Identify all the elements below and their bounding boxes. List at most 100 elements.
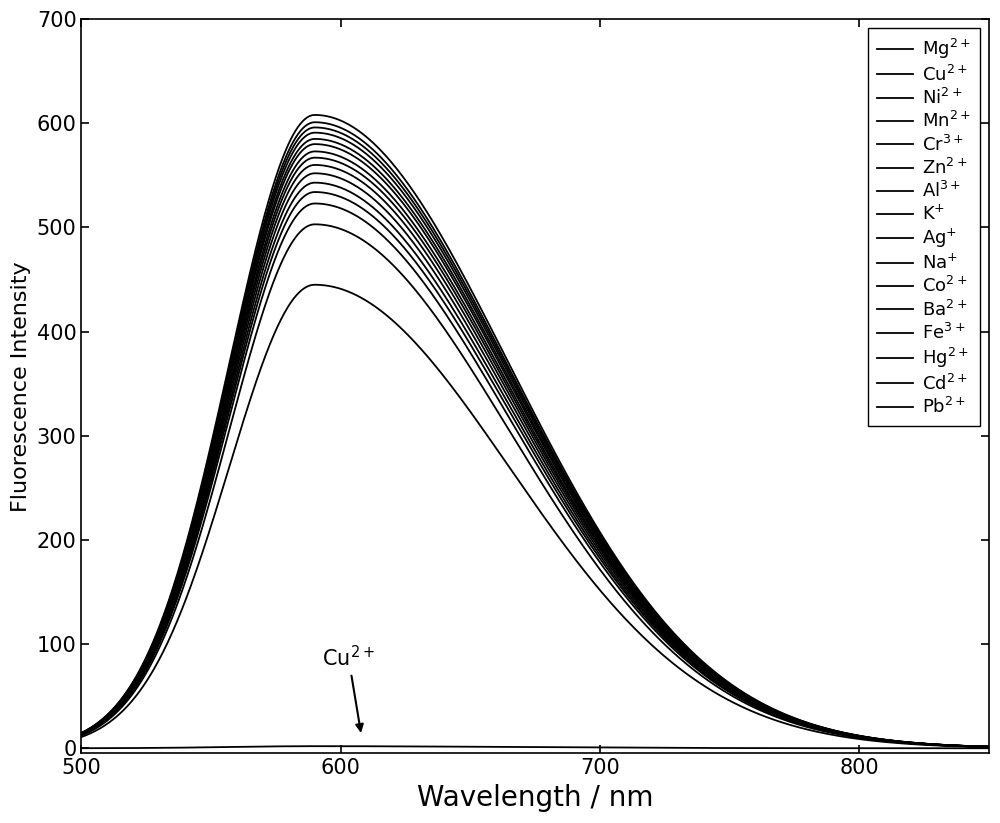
X-axis label: Wavelength / nm: Wavelength / nm [417, 783, 653, 811]
Cu$^{2+}$ [996, 743, 1000, 753]
Fe$^{3+}$ [75, 730, 87, 740]
Ni$^{2+}$ [635, 590, 647, 600]
Cu$^{2+}$ [775, 743, 787, 753]
Cr$^{3+}$ [996, 742, 1000, 752]
Line: Fe$^{3+}$: Fe$^{3+}$ [81, 192, 1000, 747]
Pb$^{2+}$ [132, 689, 144, 699]
Line: Cu$^{2+}$: Cu$^{2+}$ [81, 746, 1000, 748]
Al$^{3+}$ [635, 596, 647, 606]
Na$^{+}$ [775, 710, 787, 720]
Fe$^{3+}$ [635, 607, 647, 617]
Cd$^{2+}$ [869, 735, 881, 745]
Line: K$^{+}$: K$^{+}$ [81, 151, 1000, 747]
Na$^{+}$ [309, 160, 321, 170]
Mn$^{2+}$ [75, 728, 87, 738]
Hg$^{2+}$ [869, 735, 881, 745]
Co$^{2+}$ [663, 634, 675, 644]
Text: Cu$^{2+}$: Cu$^{2+}$ [322, 645, 375, 731]
Mn$^{2+}$ [996, 742, 1000, 752]
Cr$^{3+}$ [775, 709, 787, 718]
Ag$^{+}$ [996, 742, 1000, 752]
Ag$^{+}$ [663, 631, 675, 641]
Mg$^{2+}$ [663, 623, 675, 633]
Pb$^{2+}$ [663, 655, 675, 665]
Zn$^{2+}$ [75, 728, 87, 738]
Na$^{+}$ [635, 601, 647, 611]
Pb$^{2+}$ [996, 742, 1000, 752]
Cd$^{2+}$ [75, 731, 87, 741]
Hg$^{2+}$ [309, 198, 321, 208]
Al$^{3+}$ [75, 728, 87, 738]
Na$^{+}$ [611, 570, 623, 579]
Cu$^{2+}$ [75, 743, 87, 753]
Na$^{+}$ [75, 729, 87, 739]
Line: Mn$^{2+}$: Mn$^{2+}$ [81, 128, 1000, 747]
Line: Na$^{+}$: Na$^{+}$ [81, 165, 1000, 747]
Cu$^{2+}$ [611, 742, 623, 752]
Legend: Mg$^{2+}$, Cu$^{2+}$, Ni$^{2+}$, Mn$^{2+}$, Cr$^{3+}$, Zn$^{2+}$, Al$^{3+}$, K$^: Mg$^{2+}$, Cu$^{2+}$, Ni$^{2+}$, Mn$^{2+… [868, 28, 980, 426]
Cr$^{3+}$ [869, 733, 881, 743]
Na$^{+}$ [996, 742, 1000, 752]
K$^{+}$ [75, 729, 87, 739]
Cr$^{3+}$ [635, 593, 647, 603]
Cu$^{2+}$ [132, 743, 144, 753]
Mn$^{2+}$ [869, 733, 881, 743]
Al$^{3+}$ [611, 563, 623, 573]
Hg$^{2+}$ [635, 611, 647, 621]
Line: Ag$^{+}$: Ag$^{+}$ [81, 158, 1000, 747]
Pb$^{2+}$ [611, 605, 623, 615]
Ni$^{2+}$ [75, 728, 87, 738]
Ag$^{+}$ [869, 734, 881, 744]
Line: Co$^{2+}$: Co$^{2+}$ [81, 174, 1000, 747]
Mg$^{2+}$ [635, 588, 647, 598]
Pb$^{2+}$ [869, 736, 881, 746]
Al$^{3+}$ [775, 709, 787, 719]
Zn$^{2+}$ [132, 672, 144, 681]
Mg$^{2+}$ [611, 554, 623, 564]
Mn$^{2+}$ [635, 592, 647, 602]
Mn$^{2+}$ [775, 708, 787, 718]
Line: Ni$^{2+}$: Ni$^{2+}$ [81, 123, 1000, 747]
Hg$^{2+}$ [611, 581, 623, 591]
Mn$^{2+}$ [132, 670, 144, 680]
Ni$^{2+}$ [132, 669, 144, 679]
Ni$^{2+}$ [869, 733, 881, 743]
Mg$^{2+}$ [775, 708, 787, 718]
Line: Cr$^{3+}$: Cr$^{3+}$ [81, 133, 1000, 747]
Zn$^{2+}$ [309, 134, 321, 144]
Mg$^{2+}$ [309, 110, 321, 120]
Cd$^{2+}$ [775, 714, 787, 723]
K$^{+}$ [611, 565, 623, 575]
Mn$^{2+}$ [611, 558, 623, 568]
Hg$^{2+}$ [75, 730, 87, 740]
Cd$^{2+}$ [309, 220, 321, 230]
Mg$^{2+}$ [75, 728, 87, 738]
Ag$^{+}$ [611, 567, 623, 577]
Ba$^{2+}$ [635, 605, 647, 615]
K$^{+}$ [309, 146, 321, 156]
Zn$^{2+}$ [663, 627, 675, 637]
Ba$^{2+}$ [75, 730, 87, 740]
Mn$^{2+}$ [663, 625, 675, 635]
Ag$^{+}$ [309, 153, 321, 163]
Fe$^{3+}$ [996, 742, 1000, 752]
Al$^{3+}$ [663, 628, 675, 638]
Al$^{3+}$ [996, 742, 1000, 752]
K$^{+}$ [775, 709, 787, 719]
Co$^{2+}$ [996, 742, 1000, 752]
Hg$^{2+}$ [996, 742, 1000, 752]
Co$^{2+}$ [309, 169, 321, 179]
Co$^{2+}$ [132, 676, 144, 686]
Cr$^{3+}$ [663, 626, 675, 636]
Cr$^{3+}$ [611, 560, 623, 570]
Al$^{3+}$ [309, 139, 321, 149]
Mg$^{2+}$ [869, 733, 881, 743]
Zn$^{2+}$ [775, 709, 787, 718]
Cd$^{2+}$ [611, 587, 623, 597]
Ba$^{2+}$ [309, 178, 321, 188]
Hg$^{2+}$ [775, 713, 787, 723]
Cr$^{3+}$ [132, 671, 144, 681]
Cu$^{2+}$ [663, 743, 675, 753]
K$^{+}$ [996, 742, 1000, 752]
Ba$^{2+}$ [775, 711, 787, 721]
